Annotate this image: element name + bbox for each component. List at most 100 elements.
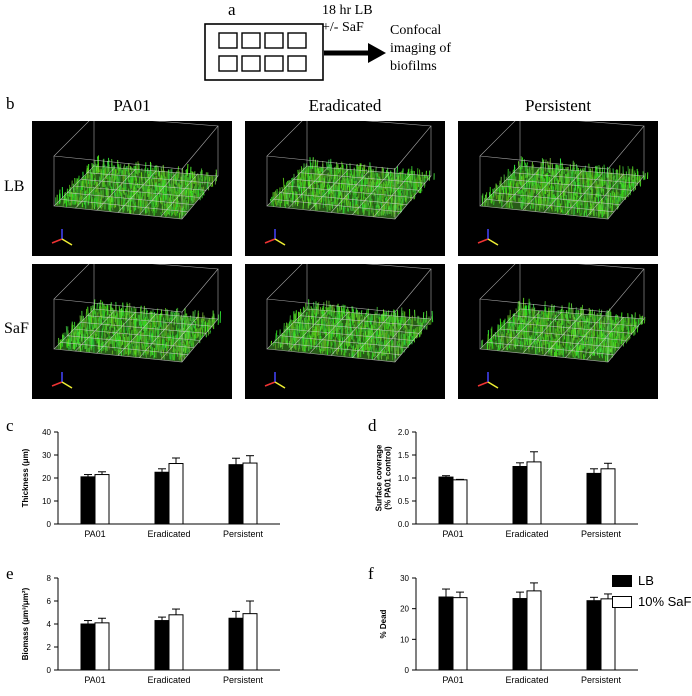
biofilm-strand — [382, 167, 384, 176]
biofilm-strand — [65, 198, 68, 206]
biofilm-strand — [117, 198, 119, 205]
biofilm-strand — [132, 338, 135, 345]
biofilm-strand — [506, 199, 509, 208]
biofilm-strand — [181, 322, 184, 332]
biofilm-strand — [514, 187, 516, 199]
column-title-eradicated: Eradicated — [308, 96, 382, 115]
biofilm-strand — [361, 202, 364, 212]
biofilm-strand — [340, 197, 342, 204]
biofilm-strand — [179, 316, 182, 321]
biofilm-strand — [300, 187, 303, 199]
biofilm-render — [51, 264, 222, 389]
biofilm-strand — [151, 194, 154, 201]
biofilm-strand — [420, 321, 422, 331]
biofilm-strand — [370, 202, 373, 212]
biofilm-strand — [275, 330, 278, 342]
biofilm-strand — [73, 190, 75, 201]
biofilm-strand — [557, 329, 559, 342]
biofilm-strand — [520, 340, 523, 350]
biofilm-strand — [499, 180, 501, 193]
biofilm-strand — [509, 180, 512, 190]
panel-b-letter: b — [6, 94, 15, 113]
biofilm-strand — [562, 325, 565, 332]
biofilm-strand — [528, 178, 530, 184]
biofilm-strand — [285, 192, 288, 200]
biofilm-strand — [318, 193, 320, 198]
biofilm-strand — [601, 167, 604, 180]
biofilm-strand — [67, 338, 70, 347]
protocol-line-2: +/- SaF — [322, 20, 364, 35]
biofilm-strand — [548, 165, 551, 173]
biofilm-strand — [193, 174, 196, 185]
biofilm-strand — [638, 176, 641, 182]
biofilm-strand — [77, 332, 79, 345]
biofilm-strand — [549, 202, 551, 208]
biofilm-strand — [293, 313, 296, 323]
biofilm-strand — [381, 194, 383, 201]
biofilm-strand — [348, 336, 351, 346]
biofilm-strand — [354, 205, 356, 211]
biofilm-strand — [391, 202, 393, 210]
biofilm-strand — [583, 198, 585, 203]
biofilm-strand — [403, 325, 405, 330]
biofilm-strand — [125, 326, 128, 331]
biofilm-strand — [533, 324, 536, 329]
biofilm-strand — [325, 195, 328, 208]
biofilm-strand — [164, 184, 167, 195]
biofilm-strand — [374, 327, 377, 331]
biofilm-strand — [144, 324, 147, 334]
biofilm-strand — [188, 340, 191, 344]
grid-line — [300, 315, 426, 327]
biofilm-strand — [508, 180, 510, 191]
biofilm-strand — [409, 318, 411, 325]
biofilm-strand — [581, 204, 583, 214]
biofilm-strand — [557, 184, 559, 195]
biofilm-strand — [122, 170, 124, 175]
confocal-image-persistent-saf — [458, 264, 658, 399]
biofilm-strand — [123, 311, 125, 317]
protocol-text: 18 hr LB +/- SaF — [322, 2, 373, 36]
biofilm-strand — [194, 176, 196, 184]
biofilm-strand — [188, 188, 191, 196]
biofilm-strand — [402, 341, 404, 347]
biofilm-strand — [308, 181, 311, 190]
biofilm-strand — [193, 325, 196, 329]
biofilm-strand — [580, 212, 582, 217]
biofilm-strand — [61, 342, 64, 347]
biofilm-strand — [591, 188, 594, 200]
biofilm-strand — [343, 181, 345, 192]
biofilm-strand — [177, 312, 180, 325]
axis-y-icon — [61, 381, 73, 389]
biofilm-strand — [566, 173, 568, 186]
biofilm-strand — [107, 337, 109, 347]
outcome-line-2: imaging of — [390, 41, 452, 56]
biofilm-strand — [191, 196, 194, 204]
biofilm-strand — [73, 332, 75, 342]
biofilm-strand — [387, 171, 390, 180]
biofilm-strand — [141, 193, 143, 203]
biofilm-strand — [94, 197, 97, 207]
biofilm-strand — [338, 339, 341, 346]
biofilm-strand — [103, 310, 106, 317]
biofilm-strand — [115, 169, 118, 174]
panel-a-letter: a — [228, 0, 236, 19]
biofilm-strand — [173, 189, 176, 198]
biofilm-strand — [392, 309, 395, 321]
biofilm-strand — [92, 198, 94, 208]
biofilm-strand — [320, 307, 322, 319]
biofilm-strand — [616, 184, 619, 189]
biofilm-strand — [158, 339, 161, 351]
biofilm-strand — [636, 168, 639, 180]
biofilm-strand — [88, 196, 90, 205]
biofilm-strand — [363, 341, 365, 345]
confocal-image-eradicated-saf — [245, 264, 445, 399]
biofilm-strand — [589, 199, 592, 207]
biofilm-strand — [323, 175, 326, 188]
biofilm-strand — [182, 348, 185, 352]
biofilm-strand — [90, 346, 92, 350]
row-label-lb: LB — [4, 178, 25, 195]
biofilm-strand — [184, 344, 187, 354]
biofilm-strand — [361, 323, 364, 328]
biofilm-strand — [329, 339, 332, 350]
biofilm-strand — [329, 304, 332, 314]
